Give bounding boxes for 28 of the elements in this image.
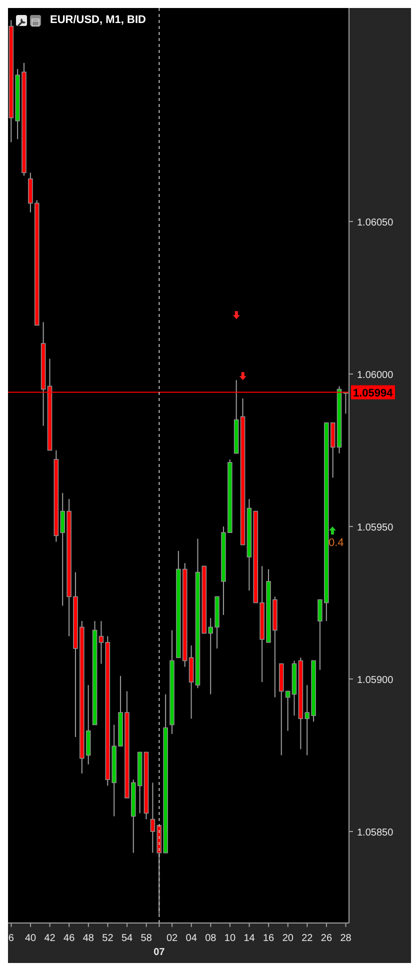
x-tick-label: 16 xyxy=(263,933,275,944)
y-tick-label: 1.06050 xyxy=(357,218,394,228)
x-tick-label: 04 xyxy=(186,933,198,944)
x-tick-label: 58 xyxy=(140,933,152,944)
x-tick-label: 40 xyxy=(24,933,37,944)
x-tick-label: 07 xyxy=(154,947,166,958)
y-tick-label: 1.05950 xyxy=(357,522,394,534)
x-tick-label: 22 xyxy=(302,933,314,944)
x-tick-label: 14 xyxy=(244,933,256,944)
x-tick-label: 54 xyxy=(121,933,134,944)
text: EUR/USD, M1, BID xyxy=(50,14,146,26)
x-tick-label: 28 xyxy=(340,933,352,944)
x-tick-label: 08 xyxy=(205,933,217,944)
annotation: 0.4 xyxy=(328,536,344,549)
x-tick-label: 02 xyxy=(166,933,178,944)
candlestick xyxy=(98,620,104,664)
x-tick-label: 6 xyxy=(8,933,14,944)
ref-line-label: 1.05994 xyxy=(353,387,394,400)
x-tick-label: 42 xyxy=(44,933,56,944)
x-tick-label: 52 xyxy=(102,933,114,944)
x-tick-label: 20 xyxy=(282,933,294,944)
y-tick-label: 1.05900 xyxy=(357,675,394,686)
x-tick-label: 48 xyxy=(82,933,94,944)
y-tick-label: 1.06000 xyxy=(357,370,394,381)
y-tick-label: 1.05850 xyxy=(357,828,394,838)
x-tick-label: 10 xyxy=(224,933,236,944)
x-tick-label: 26 xyxy=(320,933,332,944)
x-tick-label: 46 xyxy=(64,933,76,944)
